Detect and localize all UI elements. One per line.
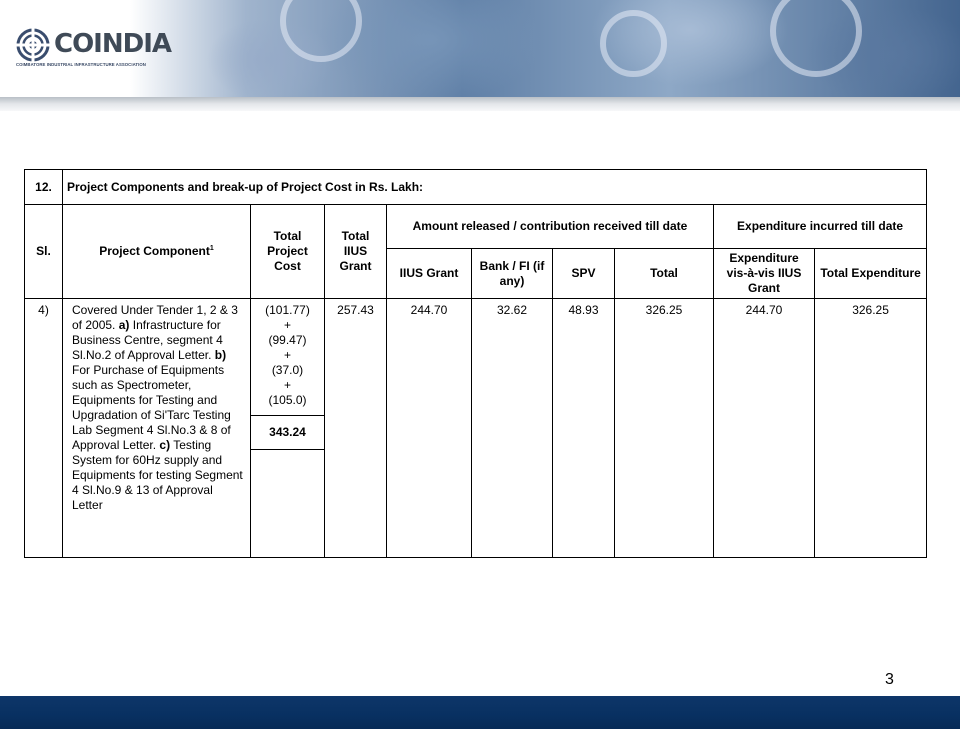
row-empty-cost-cell	[250, 449, 325, 558]
header-total-iius-grant: Total IIUS Grant	[324, 204, 387, 299]
header-divider	[0, 97, 960, 111]
project-cost-table: 12. Project Components and break-up of P…	[24, 169, 928, 558]
row-total: 326.25	[614, 298, 714, 558]
row-project-component: Covered Under Tender 1, 2 & 3 of 2005. a…	[62, 298, 251, 558]
header-spv: SPV	[552, 248, 615, 299]
row-cost-breakup: (101.77) + (99.47) + (37.0) + (105.0)	[250, 298, 325, 416]
row-bank-fi: 32.62	[471, 298, 553, 558]
header-sl: Sl.	[24, 204, 63, 299]
footer-bar	[0, 696, 960, 729]
slide-header: COINDIA COIMBATORE INDUSTRIAL INFRASTRUC…	[0, 0, 960, 97]
page-number: 3	[885, 671, 894, 688]
header-total-project-cost: Total Project Cost	[250, 204, 325, 299]
header-expenditure-incurred: Expenditure incurred till date	[712, 204, 928, 249]
header-iius-grant: IIUS Grant	[386, 248, 472, 299]
logo-tagline: COIMBATORE INDUSTRIAL INFRASTRUCTURE ASS…	[16, 62, 146, 67]
header-total: Total	[614, 248, 714, 299]
table-title: Project Components and break-up of Proje…	[61, 169, 928, 205]
header-banner-photo	[130, 0, 960, 97]
header-expenditure-vis-a-vis-iius: Expenditure vis-à-vis IIUS Grant	[713, 248, 815, 299]
row-spv: 48.93	[552, 298, 615, 558]
header-project-component: Project Component1	[62, 204, 251, 299]
header-amount-released: Amount released / contribution received …	[386, 204, 714, 249]
row-expenditure-vis-a-vis-iius: 244.70	[713, 298, 815, 558]
coindia-logo: COINDIA COIMBATORE INDUSTRIAL INFRASTRUC…	[16, 26, 172, 70]
logo-text: COINDIA	[54, 29, 172, 59]
logo-globe-icon	[16, 28, 50, 62]
row-total-expenditure: 326.25	[813, 298, 928, 558]
item-number: 12.	[24, 169, 63, 205]
row-total-iius-grant: 257.43	[324, 298, 387, 558]
header-bank-fi: Bank / FI (if any)	[471, 248, 553, 299]
header-total-expenditure: Total Expenditure	[813, 248, 928, 299]
row-sl: 4)	[24, 298, 63, 558]
row-total-project-cost: 343.24	[250, 415, 325, 450]
row-iius-grant: 244.70	[386, 298, 472, 558]
